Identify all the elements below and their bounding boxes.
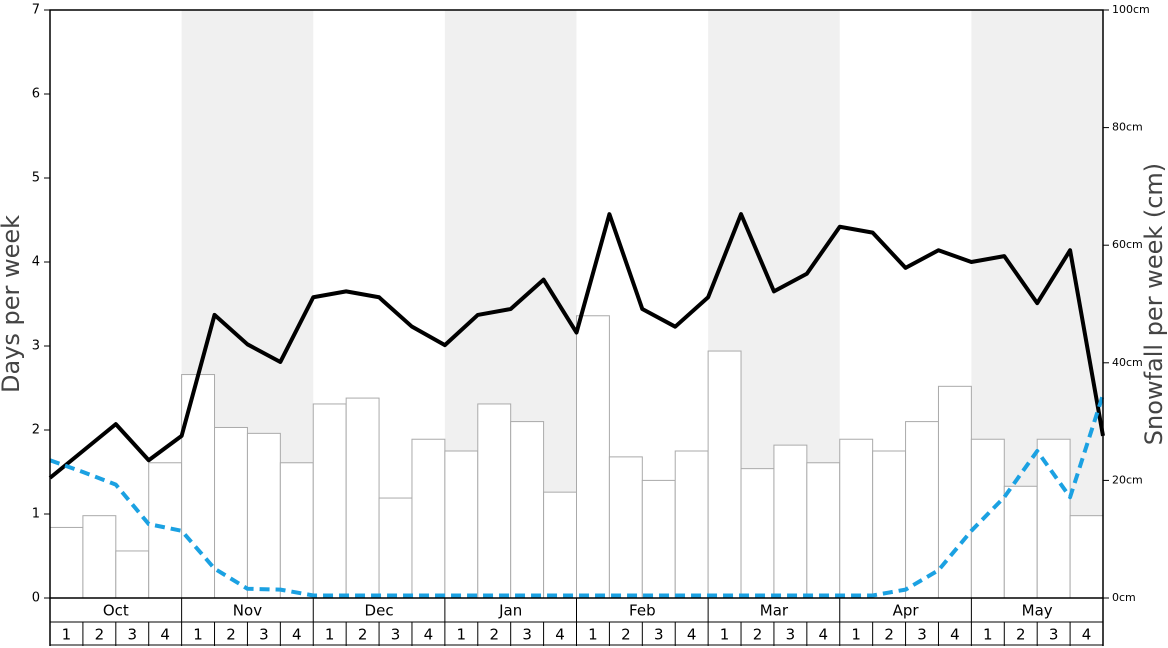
bar: [641, 479, 676, 599]
week-label: 1: [325, 626, 335, 644]
week-label: 4: [687, 626, 697, 644]
bar: [806, 462, 841, 599]
y-tick-label: 3: [32, 339, 40, 354]
bar: [674, 450, 709, 599]
week-label: 3: [654, 626, 664, 644]
week-label: 4: [950, 626, 960, 644]
line-series: [48, 212, 1105, 480]
bar: [312, 403, 347, 599]
bar: [872, 450, 907, 599]
month-label: Nov: [233, 602, 262, 620]
month-label: Apr: [893, 602, 920, 620]
bar: [905, 421, 939, 599]
bar: [970, 438, 1005, 599]
bar: [1003, 485, 1038, 599]
bar: [411, 438, 446, 599]
week-label: 2: [489, 626, 499, 644]
week-label: 3: [522, 626, 532, 644]
week-label: 2: [621, 626, 631, 644]
bar: [576, 315, 610, 599]
y2-tick-label: 20cm: [1112, 473, 1143, 486]
y2-tick-label: 0cm: [1112, 591, 1136, 604]
bar: [82, 515, 117, 599]
week-label: 4: [160, 626, 170, 644]
week-label: 4: [1082, 626, 1092, 644]
week-label: 1: [193, 626, 203, 644]
week-label: 2: [884, 626, 894, 644]
y-tick-label: 6: [32, 87, 40, 102]
month-label: Mar: [760, 602, 789, 620]
bar: [608, 456, 643, 599]
bar: [214, 426, 248, 599]
bar: [1069, 515, 1104, 599]
week-label: 4: [424, 626, 434, 644]
bar: [707, 350, 742, 599]
week-label: 2: [95, 626, 105, 644]
bar: [279, 462, 314, 599]
y2-axis-label: Snowfall per week (cm): [1140, 163, 1168, 445]
month-label: May: [1022, 602, 1053, 620]
week-label: 2: [226, 626, 236, 644]
y-tick-label: 2: [32, 423, 40, 438]
week-label: 1: [720, 626, 730, 644]
bar: [839, 438, 874, 599]
y-axis-label: Days per week: [0, 215, 25, 393]
bar: [740, 468, 775, 599]
month-label: Dec: [365, 602, 394, 620]
y2-tick-label: 80cm: [1112, 121, 1143, 134]
y-tick-label: 5: [32, 171, 40, 186]
line-series: [49, 394, 1105, 598]
week-label: 1: [62, 626, 72, 644]
bar: [345, 397, 380, 599]
week-label: 3: [786, 626, 796, 644]
bar: [115, 550, 150, 599]
week-label: 2: [1016, 626, 1026, 644]
y2-tick-label: 100cm: [1112, 3, 1150, 16]
week-label: 4: [555, 626, 565, 644]
y-tick-label: 1: [32, 507, 40, 522]
bar: [378, 497, 413, 599]
week-label: 2: [358, 626, 368, 644]
y2-tick-label: 40cm: [1112, 356, 1143, 369]
week-label: 3: [127, 626, 137, 644]
y-tick-label: 7: [32, 3, 40, 18]
week-label: 4: [819, 626, 829, 644]
week-label: 1: [983, 626, 993, 644]
bar: [1036, 438, 1071, 599]
bar: [773, 444, 808, 599]
week-label: 1: [851, 626, 861, 644]
bar: [510, 421, 545, 599]
week-label: 3: [917, 626, 927, 644]
week-label: 2: [753, 626, 763, 644]
week-label: 1: [457, 626, 467, 644]
y2-tick-label: 60cm: [1112, 238, 1143, 251]
month-label: Feb: [629, 602, 656, 620]
y-tick-label: 4: [32, 255, 40, 270]
y-tick-label: 0: [32, 591, 40, 606]
bar: [246, 432, 281, 599]
month-label: Oct: [103, 602, 129, 620]
bar: [543, 491, 577, 599]
week-label: 3: [391, 626, 401, 644]
week-label: 3: [259, 626, 269, 644]
week-label: 4: [292, 626, 302, 644]
bar: [49, 526, 84, 599]
bar: [444, 450, 479, 599]
month-label: Jan: [498, 602, 522, 620]
week-label: 1: [588, 626, 598, 644]
bar: [477, 403, 512, 599]
week-label: 3: [1049, 626, 1059, 644]
